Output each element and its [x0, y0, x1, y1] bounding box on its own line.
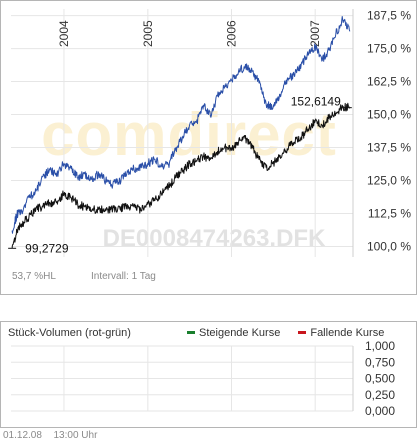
legend-rising: Steigende Kurse [199, 327, 281, 339]
volume-legend: Steigende Kurse Fallende Kurse [187, 327, 384, 339]
y-tick-label: 125,0 % [367, 173, 411, 187]
volume-legend-row: Stück-Volumen (rot-grün) [8, 327, 131, 339]
hl-label: 53,7 %HL [12, 271, 56, 282]
price-chart-panel: comdirect DE0008474263.DFK 99,2729 152,61… [0, 0, 417, 295]
y-tick-label: 112,5 % [368, 206, 411, 220]
y-tick-label: 100,0 % [367, 239, 411, 253]
x-tick-label: 2005 [141, 20, 155, 47]
start-value-label: 99,2729 [25, 241, 69, 255]
volume-title: Stück-Volumen (rot-grün) [8, 327, 131, 339]
volume-chart: 1,000 0,750 0,500 0,250 0,000 [11, 339, 395, 418]
y-tick-label: 162,5 % [367, 75, 411, 89]
x-tick-label: 2006 [225, 20, 239, 47]
series-line [11, 102, 351, 249]
volume-y-tick-label: 0,250 [365, 388, 395, 402]
watermark-brand: comdirect [41, 101, 337, 168]
volume-y-tick-label: 0,750 [365, 355, 395, 369]
volume-chart-panel: 1,000 0,750 0,500 0,250 0,000 Stück-Volumen … [0, 321, 417, 428]
end-value-label: 152,6149 [291, 95, 341, 109]
y-tick-label: 150,0 % [367, 108, 411, 122]
interval-label: Intervall: 1 Tag [91, 271, 156, 282]
x-tick-label: 2004 [57, 20, 71, 47]
rising-swatch-icon [187, 330, 195, 334]
timestamp-time: 13:00 Uhr [53, 430, 98, 441]
y-tick-label: 137,5 % [367, 141, 411, 155]
timestamp: 01.12.08 13:00 Uhr [3, 430, 97, 441]
x-tick-label: 2007 [308, 20, 322, 47]
watermark-symbol: DE0008474263.DFK [103, 225, 326, 252]
falling-swatch-icon [298, 330, 307, 334]
volume-y-tick-label: 1,000 [365, 339, 395, 353]
volume-y-tick-label: 0,500 [365, 372, 395, 386]
volume-y-tick-label: 0,000 [365, 404, 395, 418]
price-chart: comdirect DE0008474263.DFK 99,2729 152,61… [8, 9, 411, 257]
timestamp-date: 01.12.08 [3, 430, 42, 441]
y-tick-label: 187,5 % [367, 9, 411, 23]
series-line [11, 16, 351, 234]
legend-falling: Fallende Kurse [310, 327, 385, 339]
y-tick-label: 175,0 % [367, 42, 411, 56]
